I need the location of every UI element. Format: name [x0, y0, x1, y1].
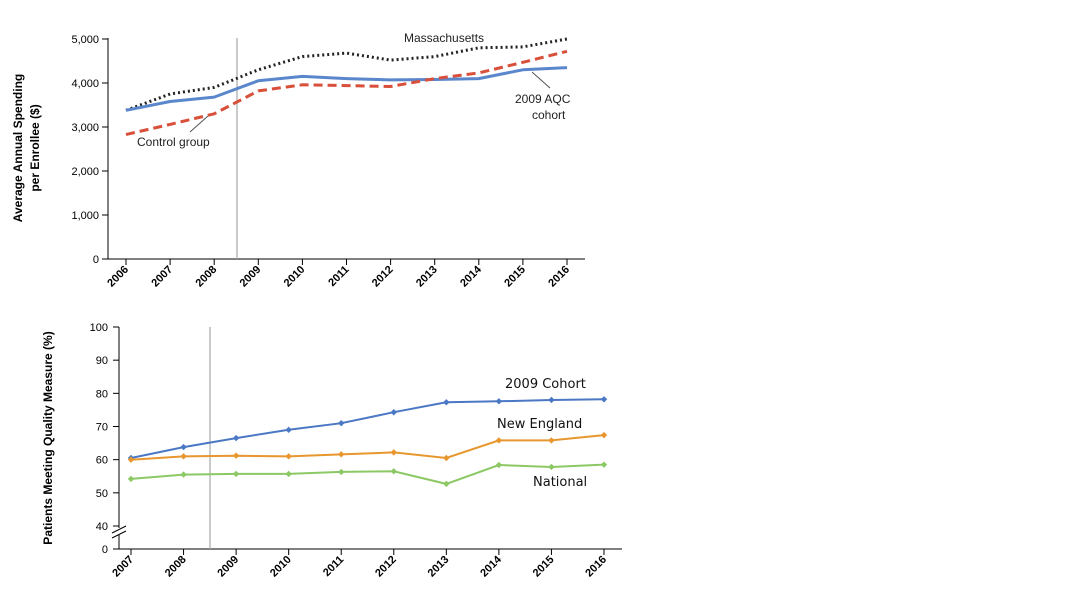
bottom-y-tick-label: 60 [96, 455, 108, 467]
bottom-y-tick-label: 40 [96, 521, 108, 533]
top-x-tick-label: 2009 [238, 264, 264, 290]
data-point-national [285, 470, 292, 478]
data-point-2009-cohort [443, 399, 450, 406]
bottom-y-tick-label: 0 [102, 544, 108, 556]
bottom-x-tick-label: 2007 [110, 554, 136, 580]
bottom-x-tick-label: 2010 [268, 554, 294, 580]
top-x-tick-label: 2012 [370, 264, 396, 290]
data-point-national [548, 463, 555, 471]
quality-chart: 0 40 50 60 70 80 90 100 2007 2008 2009 2010 2011 201… [41, 322, 622, 579]
data-point-2009-cohort [548, 396, 555, 404]
bottom-y-tick-label: 100 [90, 322, 108, 334]
top-x-tick-label: 2016 [546, 264, 572, 290]
bottom-x-tick-label: 2016 [583, 554, 609, 580]
data-point-national [180, 471, 187, 478]
aqc-label-line2: cohort [532, 108, 566, 122]
series-label-2009-cohort: 2009 Cohort [505, 377, 586, 392]
bottom-x-tick-label: 2012 [373, 554, 399, 580]
data-point-2009-cohort [600, 396, 608, 403]
top-x-tick-label: 2015 [502, 264, 528, 290]
bottom-x-tick-label: 2015 [531, 554, 557, 580]
series-line-2009-cohort [130, 398, 605, 459]
data-point-2009-cohort [390, 409, 397, 416]
top-y-label-line1: Average Annual Spending [11, 74, 25, 222]
top-y-tick-label: 4,000 [71, 78, 99, 90]
bottom-x-tick-label: 2014 [478, 553, 504, 579]
data-point-new-england [338, 451, 345, 458]
data-point-2009-cohort [338, 419, 345, 427]
bottom-y-label: Patients Meeting Quality Measure (%) [41, 331, 55, 544]
series-line-2009-aqc-cohort [125, 66, 568, 112]
top-x-tick-label: 2013 [414, 264, 440, 290]
spending-chart: 0 1,000 2,000 3,000 4,000 5,000 2006 2007 2008 2… [11, 31, 585, 289]
data-point-national [443, 480, 450, 488]
data-point-new-england [180, 453, 187, 460]
top-x-tick-label: 2007 [149, 264, 175, 290]
bottom-x-tick-label: 2008 [163, 554, 189, 580]
data-point-2009-cohort [232, 434, 240, 442]
top-y-tick-label: 5,000 [71, 34, 99, 46]
data-point-new-england [285, 453, 292, 460]
series-line-massachusetts [125, 37, 568, 112]
series-line-new-england [130, 434, 605, 461]
bottom-y-tick-label: 50 [96, 488, 108, 500]
aqc-label-line1: 2009 AQC [515, 92, 571, 106]
top-x-tick-label: 2008 [194, 264, 220, 290]
top-x-tick-label: 2010 [282, 264, 308, 290]
top-y-tick-label: 3,000 [71, 122, 99, 134]
data-point-2009-cohort [285, 426, 292, 434]
control-group-label: Control group [137, 135, 210, 149]
data-point-national [390, 468, 397, 475]
aqc-leader-line [531, 71, 551, 89]
data-point-national [232, 470, 240, 478]
top-y-label-line2: per Enrollee ($) [28, 104, 42, 191]
data-point-national [600, 461, 608, 468]
series-line-control-group [125, 49, 568, 136]
series-line-national [130, 463, 605, 485]
control-leader-line [189, 115, 209, 133]
data-point-2009-cohort [180, 443, 187, 451]
data-point-national [127, 475, 135, 483]
axis-break-mark-1 [111, 525, 127, 534]
bottom-y-tick-label: 90 [96, 355, 108, 367]
series-label-national: National [533, 475, 587, 490]
bottom-y-tick-label: 80 [96, 388, 108, 400]
data-point-new-england [232, 452, 240, 459]
data-point-new-england [127, 456, 135, 463]
bottom-y-tick-label: 70 [96, 422, 108, 434]
bottom-x-tick-label: 2013 [426, 554, 452, 580]
bottom-x-tick-label: 2011 [321, 554, 346, 579]
data-point-new-england [495, 437, 503, 444]
data-point-national [338, 468, 345, 476]
data-point-new-england [443, 454, 450, 462]
top-x-tick-label: 2014 [458, 263, 484, 289]
top-x-tick-label: 2006 [105, 264, 131, 290]
data-point-new-england [548, 437, 555, 444]
axis-break-mark-2 [111, 530, 127, 539]
series-label-new-england: New England [497, 417, 582, 432]
top-x-tick-label: 2011 [326, 264, 351, 289]
data-point-national [495, 461, 503, 469]
top-y-tick-label: 0 [93, 254, 99, 266]
top-y-tick-label: 1,000 [71, 210, 99, 222]
massachusetts-label: Massachusetts [404, 31, 484, 45]
data-point-2009-cohort [495, 398, 503, 405]
data-point-new-england [600, 431, 608, 439]
data-point-new-england [390, 449, 397, 456]
top-y-tick-label: 2,000 [71, 166, 99, 178]
bottom-x-tick-label: 2009 [215, 554, 241, 580]
